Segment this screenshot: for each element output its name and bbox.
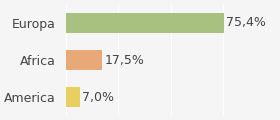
Bar bbox=[66, 87, 80, 107]
Bar bbox=[66, 13, 224, 33]
Text: 7,0%: 7,0% bbox=[82, 91, 115, 104]
Bar bbox=[66, 50, 102, 70]
Text: 17,5%: 17,5% bbox=[104, 54, 144, 66]
Text: 75,4%: 75,4% bbox=[226, 16, 266, 29]
